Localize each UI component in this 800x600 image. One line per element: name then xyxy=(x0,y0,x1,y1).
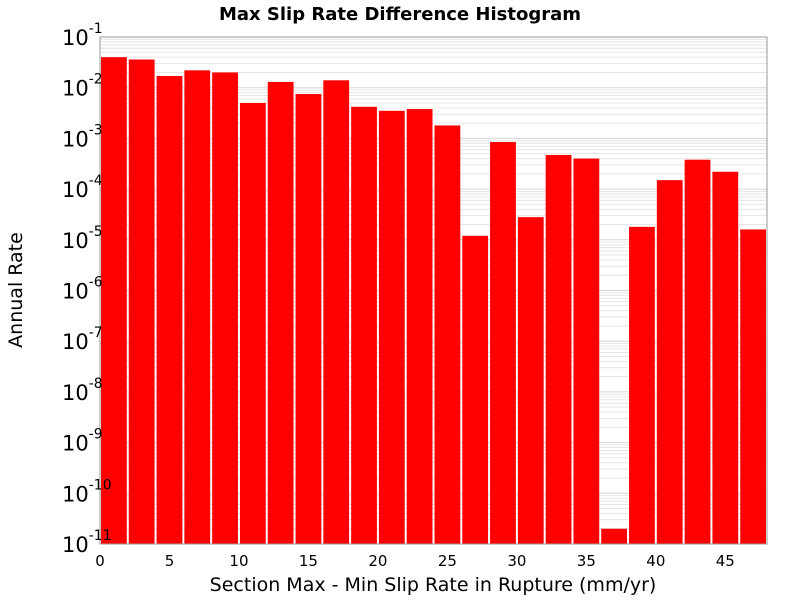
y-tick-label: 10-4 xyxy=(62,173,103,202)
y-tick-label: 10-1 xyxy=(62,21,103,50)
y-tick-label: 10-3 xyxy=(62,122,103,151)
histogram-bar xyxy=(573,158,600,544)
histogram-bar xyxy=(295,94,322,544)
histogram-bar xyxy=(406,109,433,544)
x-tick-label: 45 xyxy=(716,552,735,570)
y-axis-label: Annual Rate xyxy=(5,232,27,348)
histogram-bar xyxy=(684,159,711,545)
x-tick-label: 15 xyxy=(299,552,318,570)
bars xyxy=(101,57,766,545)
y-tick-label: 10-8 xyxy=(62,376,103,405)
y-tick-label: 10-10 xyxy=(62,477,112,506)
grid-lines xyxy=(100,38,767,545)
y-tick-label: 10-2 xyxy=(62,72,103,101)
chart-title: Max Slip Rate Difference Histogram xyxy=(219,4,581,25)
x-tick-labels: 0 5 10 15 20 25 30 35 40 45 xyxy=(95,552,735,570)
histogram-bar xyxy=(490,141,516,544)
x-tick-label: 25 xyxy=(438,552,457,570)
histogram-bar xyxy=(156,76,183,545)
x-tick-label: 30 xyxy=(507,552,526,570)
y-tick-label: 10-6 xyxy=(62,275,103,304)
plot-frame xyxy=(99,36,768,545)
y-tick-labels: 10-11 10-10 10-9 10-8 10-7 10-6 10-5 10-4 10-3 10… xyxy=(62,21,112,557)
histogram-bar xyxy=(378,110,405,545)
y-tick-label: 10-9 xyxy=(62,427,103,456)
histogram-bar xyxy=(239,102,266,544)
y-tick-label: 10-7 xyxy=(62,325,103,354)
histogram-bar xyxy=(712,171,739,544)
histogram-bar xyxy=(128,59,155,545)
x-tick-label: 0 xyxy=(95,552,105,570)
y-tick-label: 10-5 xyxy=(62,224,103,253)
histogram-bar xyxy=(740,229,766,544)
histogram-bar xyxy=(351,106,377,544)
histogram-bar xyxy=(101,57,127,544)
x-axis-label: Section Max - Min Slip Rate in Rupture (… xyxy=(210,574,657,596)
histogram-bar xyxy=(212,72,238,545)
histogram-bar xyxy=(267,81,294,545)
y-tick-label: 10-11 xyxy=(62,528,112,557)
histogram-bar xyxy=(601,528,628,544)
histogram-bar xyxy=(184,70,211,544)
histogram-bar xyxy=(656,180,683,544)
histogram-bar xyxy=(545,155,572,544)
histogram-bar xyxy=(323,80,350,544)
histogram-bar xyxy=(629,226,655,545)
x-tick-label: 40 xyxy=(646,552,665,570)
histogram-bar xyxy=(517,217,544,544)
histogram-bar xyxy=(434,125,461,544)
x-tick-label: 5 xyxy=(165,552,175,570)
x-tick-label: 20 xyxy=(368,552,387,570)
x-tick-label: 10 xyxy=(229,552,248,570)
x-tick-label: 35 xyxy=(577,552,596,570)
histogram-bar xyxy=(462,235,489,544)
